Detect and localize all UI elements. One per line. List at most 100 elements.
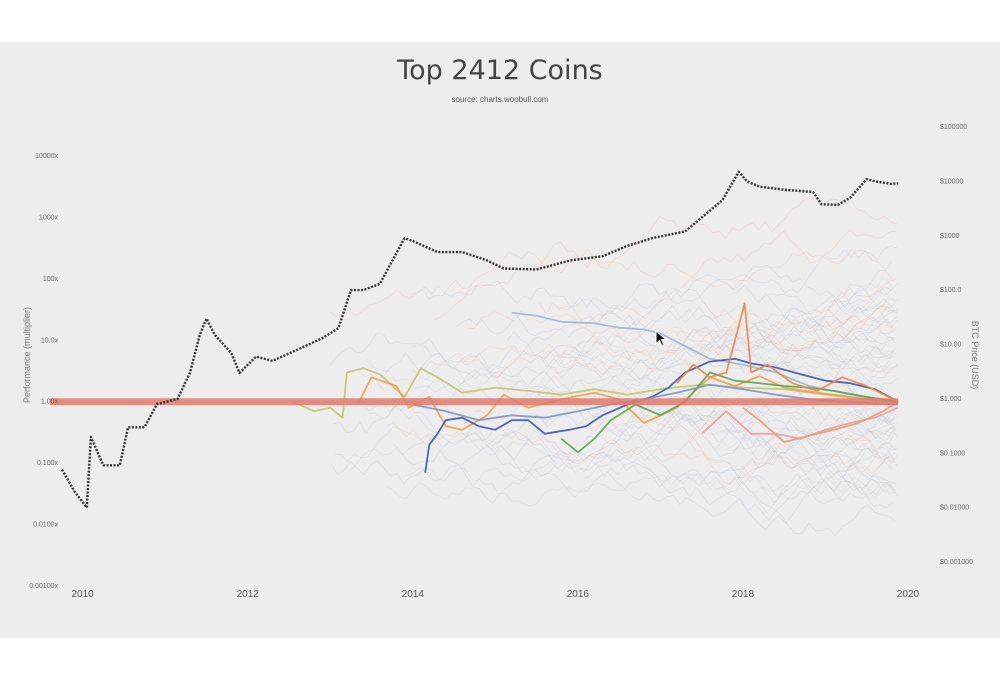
coin-cloud-line — [458, 304, 895, 378]
coin-cloud-line — [507, 298, 898, 384]
y-tick-label: 0.00100x — [29, 583, 58, 590]
coin-cloud-line — [849, 430, 897, 451]
x-tick-label: 2016 — [567, 589, 590, 600]
x-tick-label: 2010 — [72, 589, 95, 600]
coin-cloud-line — [544, 328, 895, 425]
coin-cloud-line — [456, 260, 893, 338]
coin-cloud-line — [816, 288, 896, 328]
y-axis-ticks: 10000x 1000x 100x 10.0x 1.00x 0.100x 0.0100x 0.… — [29, 153, 58, 590]
coin-series-line-4 — [424, 357, 899, 473]
coin-series-line-2 — [292, 367, 899, 419]
coin-cloud-line — [837, 404, 897, 451]
x-tick-label: 2012 — [237, 589, 260, 600]
coin-cloud-line — [715, 437, 895, 499]
coin-cloud-line — [730, 284, 897, 363]
coin-cloud-line — [791, 423, 898, 466]
coin-cloud-line — [829, 279, 896, 302]
coin-series-line-5 — [560, 371, 899, 454]
coin-cloud-line — [474, 375, 898, 441]
y2-tick-label: $100000 — [940, 124, 967, 131]
coin-cloud-line — [412, 330, 895, 404]
coin-cloud-line — [841, 298, 895, 312]
coin-cloud-line — [611, 404, 896, 473]
coin-series-line-6 — [676, 302, 899, 403]
y2-tick-label: $0.1000 — [940, 450, 965, 457]
btc-price-series — [60, 170, 899, 509]
coin-cloud-line — [753, 358, 893, 398]
coin-cloud-line — [580, 348, 898, 404]
coin-cloud-line — [333, 392, 895, 537]
y-tick-label: 1000x — [39, 214, 59, 221]
coin-cloud-line — [393, 344, 896, 504]
coin-cloud-line — [760, 453, 894, 509]
coin-cloud-line — [412, 352, 896, 453]
chart-source: source: charts.woobull.com — [451, 95, 549, 104]
coin-cloud-line — [386, 420, 896, 485]
coin-cloud-line — [836, 277, 897, 295]
coin-cloud-line — [560, 246, 898, 311]
coin-cloud-line — [715, 446, 895, 521]
coin-cloud-line — [769, 424, 896, 463]
x-tick-label: 2020 — [897, 589, 920, 600]
x-axis-ticks: 2010 2012 2014 2016 2018 2020 — [72, 589, 920, 600]
coin-cloud-line — [730, 404, 896, 430]
y-tick-label: 0.100x — [37, 460, 59, 467]
coin-cloud-line — [404, 440, 894, 504]
coin-cloud-line — [742, 406, 896, 448]
coin-cloud — [330, 198, 899, 537]
coin-cloud-line — [580, 414, 892, 474]
x-tick-label: 2014 — [402, 589, 425, 600]
y2-tick-label: $10.00 — [940, 342, 962, 349]
coin-cloud-line — [368, 304, 898, 393]
coin-cloud-line — [759, 292, 899, 323]
y2-axis-ticks: $100000 $10000 $1000 $100.0 $10.00 $1.000 $0.1… — [940, 124, 973, 566]
y-tick-label: 0.0100x — [33, 522, 58, 529]
btc-price-line — [60, 170, 899, 509]
y2-tick-label: $10000 — [940, 178, 963, 185]
chart-frame — [0, 42, 1000, 638]
coin-series — [292, 302, 899, 473]
coin-cloud-line — [330, 248, 892, 318]
coin-cloud-line — [794, 387, 895, 425]
coin-cloud-line — [848, 430, 895, 457]
coin-cloud-line — [529, 375, 894, 466]
coin-cloud-line — [574, 412, 892, 493]
y-tick-label: 10.0x — [41, 337, 59, 344]
coin-cloud-line — [367, 380, 897, 505]
coin-cloud-line — [699, 298, 898, 376]
coin-cloud-line — [468, 307, 898, 367]
y2-tick-label: $0.01000 — [940, 505, 969, 512]
y-axis-label: Performance (multiplier) — [22, 307, 32, 403]
coin-cloud-line — [584, 431, 896, 489]
coin-cloud-line — [734, 457, 893, 514]
coin-cloud-line — [351, 316, 893, 392]
coin-cloud-line — [626, 320, 898, 371]
coin-cloud-line — [362, 401, 899, 531]
y-tick-label: 1.00x — [41, 399, 59, 406]
y2-tick-label: $1.000 — [940, 396, 962, 403]
coin-cloud-line — [411, 280, 894, 353]
coin-cloud-line — [668, 315, 894, 358]
mouse-cursor-icon — [655, 330, 668, 347]
coin-cloud-line — [334, 386, 896, 495]
y-tick-label: 10000x — [35, 153, 58, 160]
coin-cloud-line — [541, 321, 893, 374]
coin-cloud-line — [365, 308, 895, 379]
x-tick-label: 2018 — [732, 589, 755, 600]
coin-cloud-line — [846, 345, 894, 358]
y2-tick-label: $1000 — [940, 233, 960, 240]
y2-axis-label: BTC Price (USD) — [970, 321, 980, 390]
chart-title: Top 2412 Coins — [397, 55, 603, 86]
coin-cloud-line — [491, 331, 895, 447]
y-tick-label: 100x — [43, 276, 59, 283]
coin-series-line-8 — [742, 400, 899, 443]
coin-cloud-line — [386, 471, 895, 507]
coin-cloud-line — [587, 282, 899, 398]
coin-cloud-line — [539, 229, 897, 326]
coin-cloud-line — [704, 302, 896, 334]
y2-tick-label: $100.0 — [940, 287, 962, 294]
coin-cloud-line — [330, 289, 892, 386]
coin-cloud-line — [435, 198, 898, 320]
y2-tick-label: $0.001000 — [940, 559, 973, 566]
